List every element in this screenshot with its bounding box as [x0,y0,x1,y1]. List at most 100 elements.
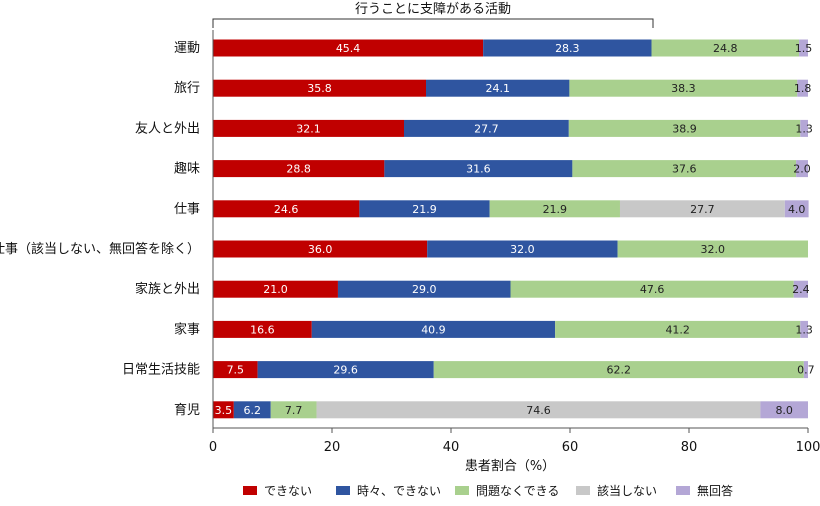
data-label: 1.8 [794,82,812,95]
data-label: 37.6 [672,163,697,176]
data-label: 1.3 [795,323,813,336]
legend-swatch [243,486,257,495]
bar-segment [213,119,404,137]
category-label: 趣味 [174,162,200,177]
data-label: 36.0 [308,243,333,256]
data-label: 74.6 [526,404,551,417]
x-tick-label: 100 [796,440,820,455]
data-label: 29.6 [333,364,358,377]
category-label: 家族と外出 [135,281,200,297]
data-label: 24.1 [485,82,510,95]
data-label: 1.3 [795,122,813,135]
bar-segment [799,39,808,57]
bar-segment [651,39,800,57]
data-label: 32.0 [510,243,535,256]
category-label: 運動 [174,41,200,56]
bar-segment [803,361,808,379]
legend: できない 時々、できない 問題なくできる 該当しない 無回答 [243,483,733,498]
data-label: 41.2 [665,323,690,336]
data-label: 31.6 [466,163,491,176]
x-axis: 0 20 40 60 80 100 [209,427,820,455]
data-label: 32.1 [296,122,321,135]
x-tick-label: 80 [681,440,698,455]
bar-segment [797,79,808,97]
bar-segment [800,320,808,338]
data-label: 28.3 [555,42,580,55]
legend-swatch [676,486,690,495]
bar-segment [257,361,434,379]
bar-segment [617,240,808,258]
data-label: 2.4 [792,283,810,296]
data-label: 2.0 [793,163,811,176]
bar-segment [337,280,511,298]
data-label: 24.6 [274,203,299,216]
legend-label: 問題なくできる [476,484,559,498]
data-label: 4.0 [788,203,806,216]
bracket-line [212,18,654,28]
data-label: 16.6 [250,323,275,336]
bar-segment [800,119,808,137]
bar-segment [384,160,573,178]
category-label: 友人と外出 [135,120,200,136]
legend-swatch [576,486,590,495]
data-label: 28.8 [286,163,311,176]
bracket-label: 行うことに支障がある活動 [355,2,511,17]
data-label: 7.7 [285,404,303,417]
data-label: 6.2 [244,404,262,417]
data-label: 27.7 [474,122,499,135]
bar-segment [233,401,271,419]
bar-segment [213,79,427,97]
data-label: 45.4 [336,42,361,55]
bar-segment [784,200,809,218]
legend-label: できない [264,484,312,498]
bar-segment [555,320,801,338]
bar-segment [359,200,490,218]
bar-segment [213,401,234,419]
data-label: 8.0 [775,404,793,417]
bar-segment [569,79,798,97]
data-label: 35.8 [307,82,332,95]
bar-segment [427,240,618,258]
bar-segment [619,200,785,218]
bar-segment [270,401,317,419]
x-tick-label: 0 [209,440,217,455]
bar-segment [483,39,652,57]
data-label: 47.6 [640,283,665,296]
data-label: 40.9 [421,323,446,336]
category-label: 家事 [174,321,200,337]
bar-segment [796,160,808,178]
x-tick-label: 40 [443,440,460,455]
x-tick-label: 60 [562,440,579,455]
bar-segment [213,361,258,379]
category-label: 仕事 [174,202,200,217]
bar-segment [213,240,428,258]
data-label: 3.5 [215,404,233,417]
category-label: 仕事（該当しない、無回答を除く） [0,241,200,257]
activity-bracket: 行うことに支障がある活動 [212,2,654,28]
data-label: 21.9 [543,203,568,216]
bar-segment [489,200,620,218]
bar-segment [568,119,801,137]
data-label: 0.7 [797,364,815,377]
bar-segment [213,320,312,338]
legend-label: 無回答 [697,483,733,498]
data-label: 24.8 [713,42,738,55]
bar-segment [760,401,808,419]
bars-group: 45.4 28.3 24.8 1.5 35.8 24.1 38.3 1.8 32.1 27.7 38… [213,39,815,419]
data-label: 38.9 [672,122,697,135]
bar-segment [213,39,484,57]
bar-segment [403,119,569,137]
bar-segment [572,160,797,178]
bar-segment [793,280,808,298]
data-label: 32.0 [701,243,726,256]
x-tick-label: 20 [324,440,341,455]
bar-segment [426,79,570,97]
bar-segment [213,280,338,298]
bar-segment [213,160,385,178]
legend-swatch [455,486,469,495]
bar-segment [316,401,761,419]
legend-swatch [336,486,350,495]
category-label: 旅行 [174,81,200,96]
